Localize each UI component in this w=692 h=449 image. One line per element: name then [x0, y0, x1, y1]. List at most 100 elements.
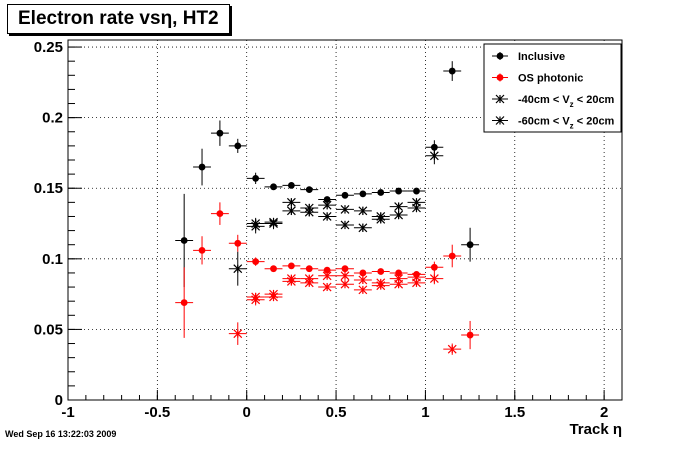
data-point [305, 265, 313, 273]
data-point [430, 263, 438, 271]
data-point [233, 264, 243, 274]
data-point [304, 203, 314, 213]
data-point [376, 212, 386, 221]
y-tick-label: 0.25 [34, 39, 63, 56]
legend-label: OS photonic [518, 73, 583, 85]
legend: Inclusive OS photonic -40cm < Vz < 20cm -60… [483, 43, 622, 133]
data-point [305, 186, 313, 194]
data-point [286, 206, 296, 216]
legend-label: -60cm < Vz < 20cm [518, 116, 615, 131]
data-point [358, 206, 368, 216]
data-point [304, 274, 314, 284]
data-point [198, 163, 206, 171]
data-point [269, 289, 278, 299]
data-point [216, 210, 224, 218]
data-point [322, 271, 332, 281]
data-point [180, 237, 188, 244]
data-point [286, 197, 296, 207]
data-point [286, 274, 296, 284]
data-point [394, 202, 404, 212]
legend-label: -40cm < Vz < 20cm [518, 94, 615, 109]
legend-marker [495, 94, 505, 104]
data-point [233, 329, 243, 339]
data-point [287, 182, 295, 189]
data-point [395, 269, 403, 277]
data-point [270, 183, 277, 191]
data-point [447, 344, 457, 354]
data-point [340, 279, 350, 289]
data-point [234, 239, 242, 247]
data-point [413, 187, 420, 195]
series-0 [175, 61, 480, 288]
data-point [448, 67, 456, 75]
y-tick-label: 0.15 [34, 180, 63, 197]
data-point [359, 269, 367, 277]
series-3 [246, 197, 426, 230]
data-point [323, 266, 331, 274]
data-point [466, 331, 474, 339]
data-point [429, 274, 439, 284]
data-point [341, 265, 349, 273]
data-point [359, 190, 367, 198]
x-tick-label: 2 [600, 404, 608, 421]
data-point [251, 219, 261, 228]
data-point [234, 142, 242, 150]
footer-timestamp: Wed Sep 16 13:22:03 2009 [5, 429, 117, 439]
data-point [251, 292, 261, 302]
data-point [395, 187, 403, 195]
data-point [394, 274, 404, 284]
data-point [341, 191, 349, 199]
x-tick-label: -0.5 [144, 404, 170, 421]
data-point [412, 272, 421, 282]
legend-label: Inclusive [518, 51, 565, 63]
data-point [429, 151, 439, 161]
data-point [322, 200, 332, 210]
data-point [322, 282, 332, 292]
axes: -1 -0.5 0 0.5 1 1.5 2 0 0.05 0.1 0.15 0.2 0.25 [34, 39, 623, 421]
data-point [377, 189, 385, 196]
y-tick-label: 0.1 [42, 251, 63, 268]
legend-marker [496, 52, 504, 60]
legend-box [483, 43, 622, 133]
y-tick-label: 0 [55, 392, 63, 409]
data-points [175, 61, 480, 355]
data-point [376, 281, 386, 291]
x-tick-label: 0.5 [326, 404, 347, 421]
series-5 [246, 271, 426, 302]
data-point [252, 258, 260, 266]
data-point [358, 223, 368, 233]
data-point [252, 174, 260, 182]
data-point [412, 197, 421, 207]
chart-title: Electron rate vsη, HT2 [7, 4, 230, 34]
data-point [394, 210, 404, 220]
data-point [269, 217, 278, 227]
data-point [216, 129, 224, 137]
data-point [466, 241, 474, 249]
x-tick-label: 1.5 [504, 404, 525, 421]
x-tick-label: 1 [421, 404, 429, 421]
data-point [340, 271, 350, 281]
y-tick-label: 0.05 [34, 321, 63, 338]
series-4 [228, 272, 462, 355]
data-point [377, 268, 385, 275]
data-point [358, 275, 368, 285]
x-axis-label: Track η [569, 421, 622, 438]
data-point [322, 212, 332, 221]
data-point [323, 196, 331, 203]
data-point [180, 299, 188, 306]
y-tick-label: 0.2 [42, 110, 63, 127]
data-point [198, 246, 206, 254]
x-tick-label: 0 [243, 404, 251, 421]
legend-marker [496, 74, 504, 81]
data-point [448, 252, 456, 260]
x-tick-label: -1 [61, 404, 74, 421]
legend-marker [495, 116, 505, 125]
plot-frame [67, 39, 623, 401]
data-point [340, 220, 350, 230]
data-point [270, 265, 277, 273]
data-point [287, 262, 295, 270]
data-point [340, 204, 350, 214]
data-point [358, 285, 368, 295]
